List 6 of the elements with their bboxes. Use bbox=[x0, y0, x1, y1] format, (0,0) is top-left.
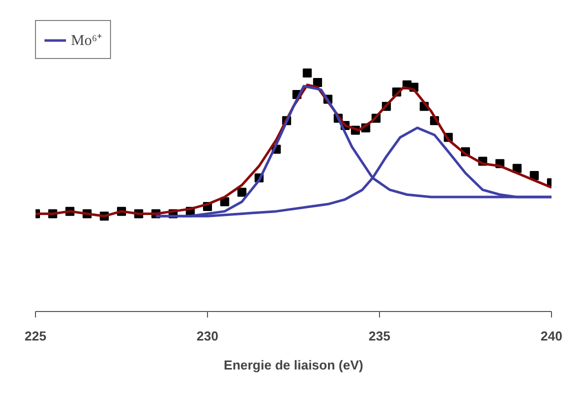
x-tick-label: 235 bbox=[368, 328, 390, 344]
legend-label: Mo⁶⁺ bbox=[71, 32, 102, 50]
x-tick-label: 225 bbox=[24, 328, 46, 344]
x-tick-label: 230 bbox=[196, 328, 218, 344]
x-tick-label: 240 bbox=[540, 328, 562, 344]
x-axis-title: Energie de liaison (eV) bbox=[224, 358, 364, 372]
